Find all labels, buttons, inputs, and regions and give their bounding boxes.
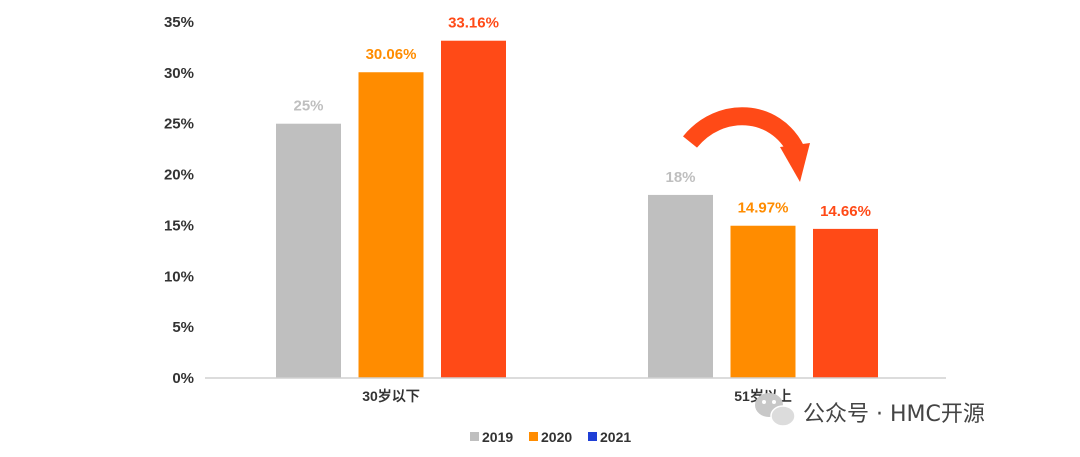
y-axis: 0% 5% 10% 15% 20% 25% 30% 35% bbox=[164, 14, 194, 387]
watermark-text: 公众号 · HMC开源 bbox=[803, 402, 985, 427]
bar-2019 bbox=[276, 123, 341, 378]
y-tick-label: 35% bbox=[164, 14, 194, 31]
y-tick-label: 10% bbox=[164, 268, 194, 285]
y-tick-label: 20% bbox=[164, 167, 194, 184]
y-tick-label: 25% bbox=[164, 116, 194, 133]
data-labels: 25% 30.06% 33.16% 18% 14.97% 14.66% bbox=[293, 15, 870, 220]
bar-2020 bbox=[358, 72, 424, 378]
wechat-icon bbox=[755, 393, 796, 427]
legend-label: 2019 bbox=[482, 429, 513, 445]
legend-swatch bbox=[588, 432, 597, 441]
data-label: 14.97% bbox=[738, 200, 789, 217]
bar-2019 bbox=[648, 194, 713, 378]
legend-swatch bbox=[529, 432, 538, 441]
bars bbox=[276, 40, 878, 379]
y-tick-label: 30% bbox=[164, 65, 194, 82]
legend-swatch bbox=[470, 432, 479, 441]
category-label: 30岁以下 bbox=[362, 388, 420, 404]
bar-2021 bbox=[441, 40, 506, 379]
trend-arrow-icon bbox=[683, 107, 810, 182]
bar-2020 bbox=[730, 225, 796, 378]
y-tick-label: 5% bbox=[172, 319, 194, 336]
data-label: 30.06% bbox=[366, 46, 417, 63]
legend: 2019 2020 2021 bbox=[470, 429, 631, 445]
watermark: 公众号 · HMC开源 bbox=[755, 393, 985, 427]
legend-label: 2021 bbox=[600, 429, 631, 445]
data-label: 25% bbox=[293, 98, 323, 115]
category-labels: 30岁以下51岁以上 bbox=[362, 388, 792, 404]
y-tick-label: 15% bbox=[164, 217, 194, 234]
y-tick-label: 0% bbox=[172, 370, 194, 387]
data-label: 18% bbox=[665, 169, 695, 186]
bar-2021 bbox=[813, 228, 878, 378]
legend-label: 2020 bbox=[541, 429, 572, 445]
data-label: 33.16% bbox=[448, 15, 499, 32]
data-label: 14.66% bbox=[820, 203, 871, 220]
